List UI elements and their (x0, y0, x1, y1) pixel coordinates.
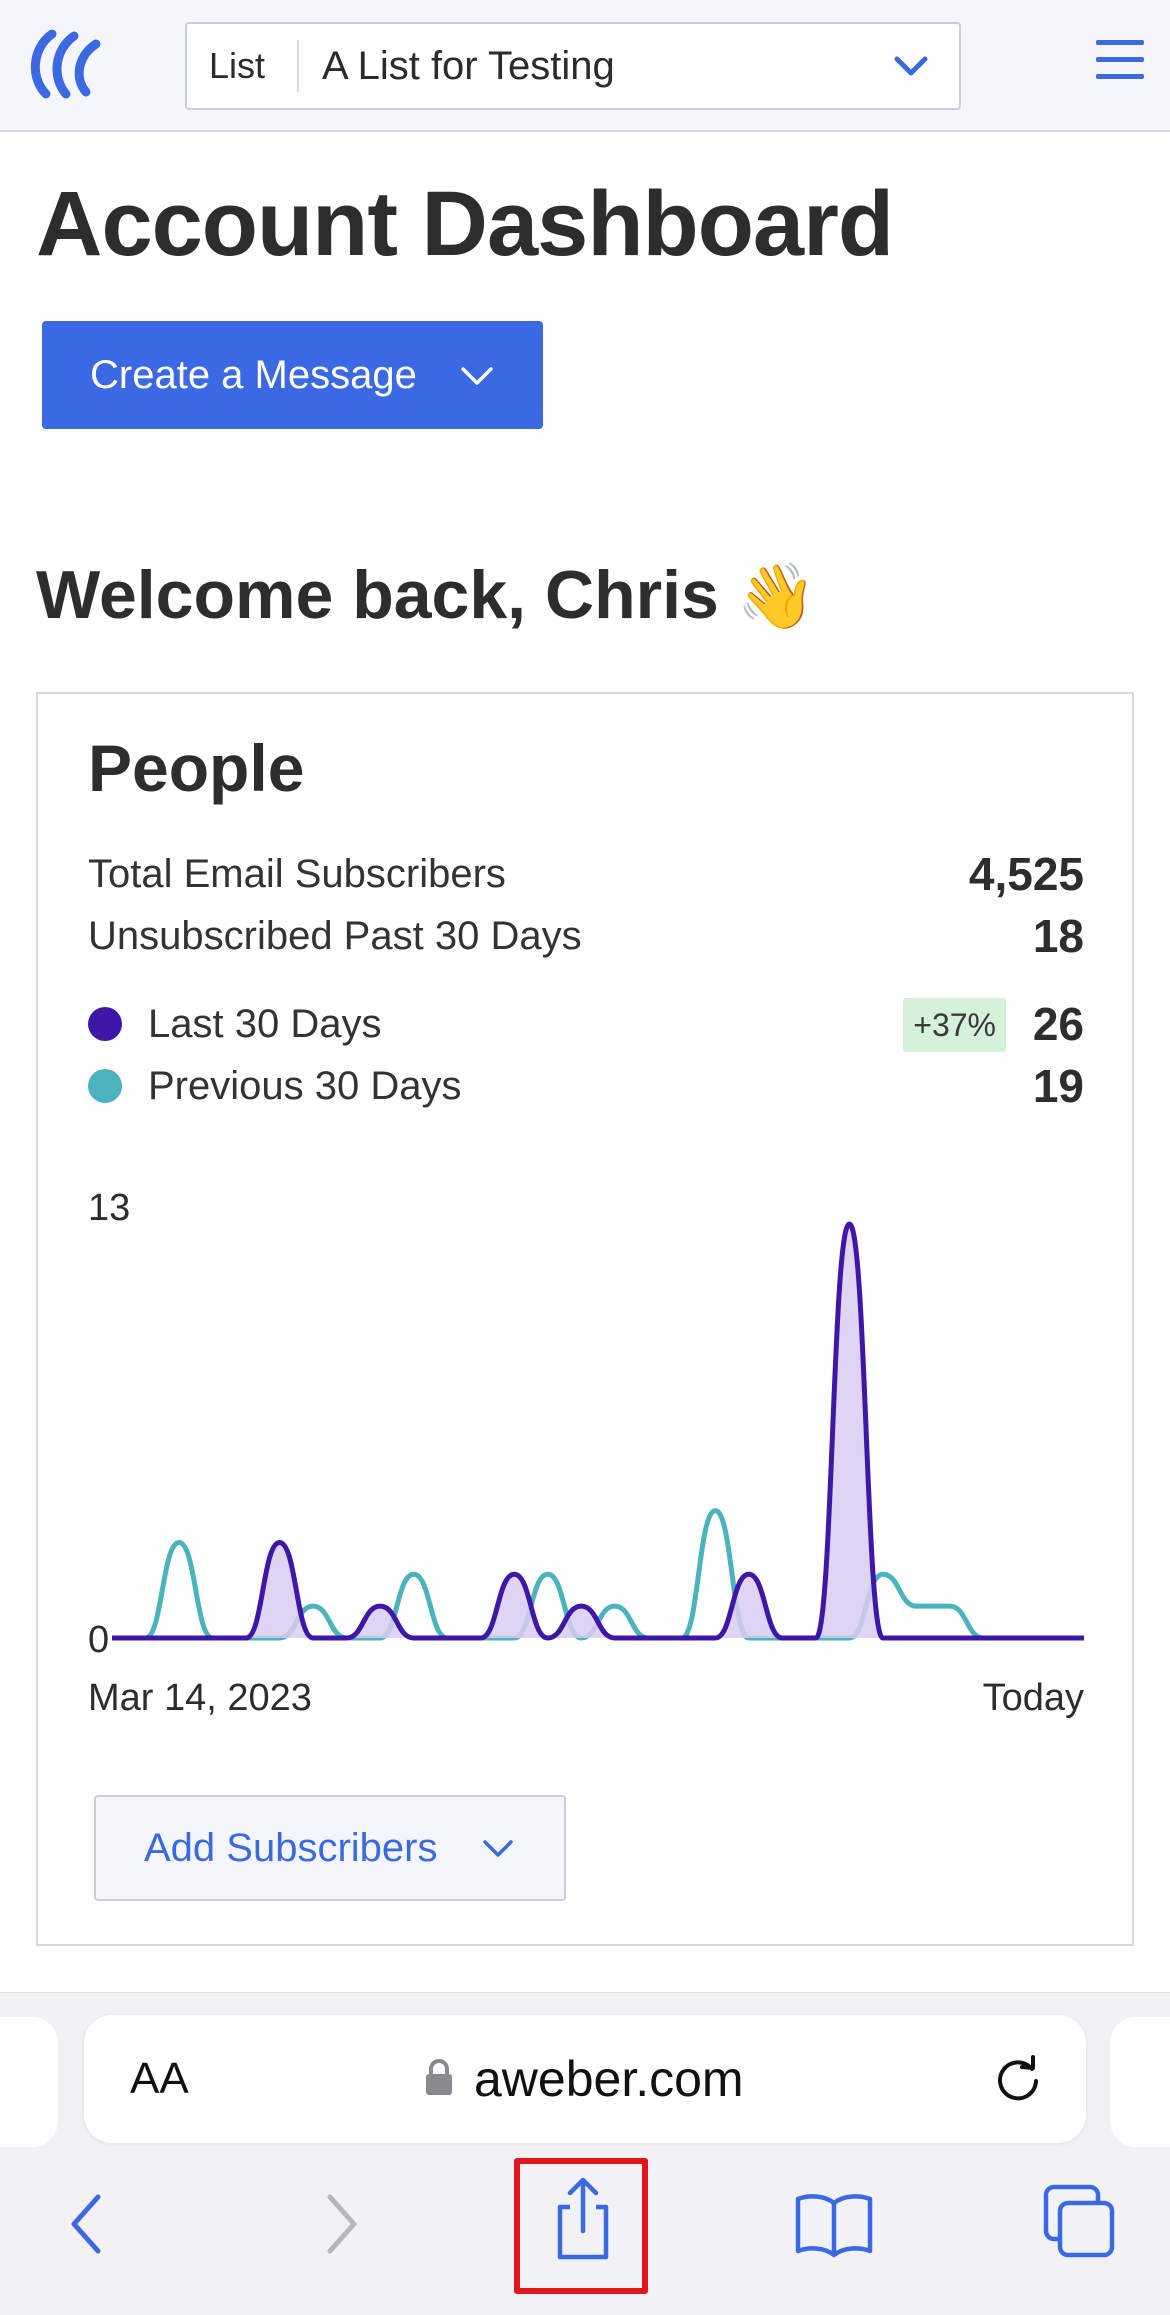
series-line-last-30-days (112, 1221, 1084, 1641)
change-badge: +37% (903, 998, 1006, 1052)
previous-30-days-row: Previous 30 Days 19 (88, 1058, 1084, 1114)
reader-options-button[interactable]: AA (130, 2015, 189, 2143)
unsubscribed-label: Unsubscribed Past 30 Days (88, 914, 582, 958)
subscribers-chart-svg: 13 0 Mar 14, 2023 Today (88, 1187, 1084, 1719)
previous-30-days-label: Previous 30 Days (148, 1064, 462, 1108)
share-icon[interactable] (548, 2173, 618, 2263)
add-subscribers-button[interactable]: Add Subscribers (94, 1795, 566, 1901)
previous-30-days-dot-icon (88, 1069, 122, 1103)
welcome-text: Welcome back, Chris (36, 557, 719, 633)
total-subscribers-row: Total Email Subscribers 4,525 (88, 846, 1084, 902)
list-selector[interactable]: List A List for Testing (185, 22, 961, 110)
chevron-down-icon (483, 1840, 513, 1857)
last-30-days-dot-icon (88, 1007, 122, 1041)
tabs-icon[interactable] (1042, 2183, 1118, 2263)
subscribers-chart: 13 0 Mar 14, 2023 Today (88, 1164, 1084, 1724)
next-tab-preview[interactable] (1110, 2017, 1170, 2147)
welcome-heading: Welcome back, Chris 👋 (36, 556, 816, 634)
create-message-button[interactable]: Create a Message (42, 321, 543, 429)
reload-icon[interactable] (992, 2053, 1044, 2105)
waving-hand-emoji: 👋 (736, 560, 817, 632)
chevron-down-icon (461, 367, 493, 385)
hamburger-menu-icon[interactable] (1094, 36, 1146, 84)
last-30-days-label: Last 30 Days (148, 1002, 382, 1046)
list-selector-label: List (209, 45, 266, 86)
share-button-highlight (514, 2158, 648, 2294)
aa-label: AA (130, 2054, 189, 2103)
address-bar[interactable]: AA aweber.com (84, 2015, 1086, 2143)
browser-toolbar: AA aweber.com (0, 1992, 1170, 2315)
last-30-days-row: Last 30 Days +37% 26 (88, 996, 1084, 1052)
aweber-logo[interactable] (26, 28, 110, 100)
forward-arrow-icon[interactable] (316, 2189, 366, 2259)
previous-tab-preview[interactable] (0, 2017, 58, 2147)
lock-icon (426, 2059, 452, 2095)
y-axis-max-label: 13 (88, 1187, 130, 1229)
series-area-last-30-days (112, 1224, 1084, 1638)
chevron-down-icon (894, 56, 928, 76)
previous-30-days-value: 19 (1032, 1060, 1084, 1112)
create-message-label: Create a Message (90, 353, 417, 397)
address-domain: aweber.com (474, 2051, 744, 2107)
add-subscribers-label: Add Subscribers (144, 1826, 438, 1870)
book-icon[interactable] (794, 2189, 874, 2259)
list-selector-value: A List for Testing (322, 44, 615, 88)
x-axis-start-label: Mar 14, 2023 (88, 1677, 312, 1719)
total-subscribers-value: 4,525 (968, 848, 1084, 900)
page-title: Account Dashboard (36, 173, 894, 275)
total-subscribers-label: Total Email Subscribers (88, 852, 506, 896)
y-axis-min-label: 0 (88, 1619, 109, 1661)
unsubscribed-row: Unsubscribed Past 30 Days 18 (88, 908, 1084, 964)
top-bar: List A List for Testing (0, 0, 1170, 132)
back-arrow-icon[interactable] (62, 2189, 112, 2259)
people-card-title: People (88, 731, 305, 805)
x-axis-end-label: Today (983, 1677, 1084, 1719)
list-selector-divider (297, 40, 299, 92)
last-30-days-value: 26 (1032, 998, 1084, 1050)
people-card: People Total Email Subscribers 4,525 Uns… (36, 692, 1134, 1946)
unsubscribed-value: 18 (1032, 910, 1084, 962)
